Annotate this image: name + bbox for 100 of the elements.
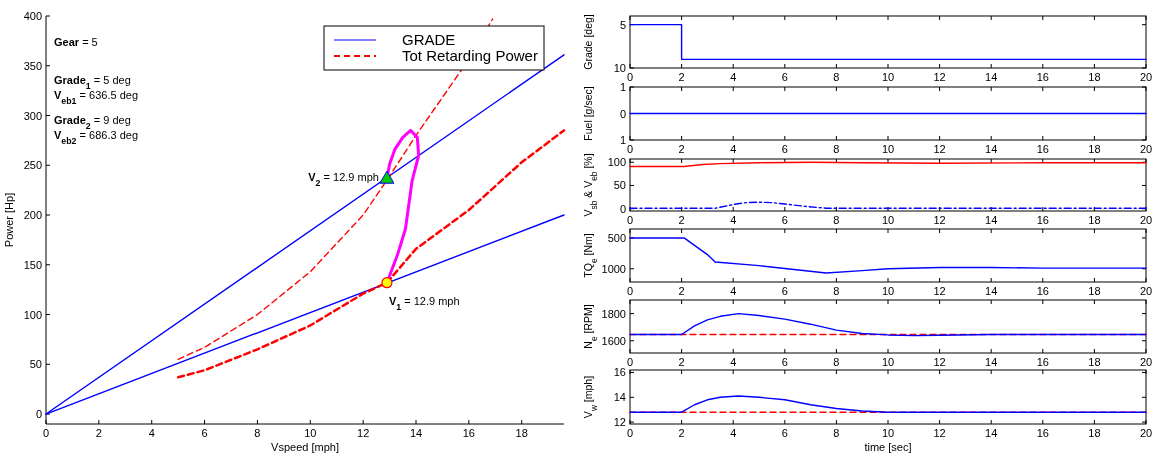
x-tick-label: 12 [933, 214, 946, 226]
x-tick-label: 6 [781, 285, 788, 297]
x-tick-label: 14 [985, 143, 998, 155]
x-tick-label: 18 [1088, 427, 1101, 439]
x-tick-label: 6 [781, 214, 788, 226]
y-tick-label: 10 [613, 62, 626, 74]
annotation: V$_{eb2}$ = 686.3 deg [54, 129, 138, 146]
x-tick-label: 12 [933, 356, 946, 368]
y-axis-title: Power [Hp] [3, 192, 15, 248]
y-tick-label: 12 [613, 416, 626, 429]
x-tick-label: 4 [148, 427, 155, 439]
x-tick-label: 10 [304, 427, 317, 439]
x-tick-label: 14 [985, 214, 998, 226]
x-tick-label: 2 [678, 356, 685, 368]
x-tick-label: 2 [678, 143, 685, 155]
x-tick-label: 4 [730, 71, 737, 83]
x-axis-title: Vspeed [mph] [271, 441, 339, 453]
x-tick-label: 6 [781, 71, 788, 83]
x-tick-label: 8 [833, 356, 840, 368]
x-tick-label: 18 [1088, 214, 1101, 226]
annotation: V$_{1}$ = 12.9 mph [388, 294, 460, 312]
x-tick-label: 14 [409, 427, 423, 439]
x-tick-label: 6 [201, 427, 208, 439]
y-tick-label: 100 [23, 308, 42, 321]
y-tick-label: 400 [23, 10, 42, 22]
x-tick-label: 10 [881, 285, 895, 297]
y-tick-label: 500 [607, 231, 626, 244]
x-tick-label: 20 [1139, 285, 1153, 297]
x-tick-label: 4 [730, 356, 737, 368]
x-tick-label: 16 [1036, 143, 1049, 155]
x-tick-label: 10 [881, 427, 895, 439]
x-tick-label: 12 [357, 427, 370, 439]
x-tick-label: 20 [1139, 427, 1153, 439]
x-tick-label: 4 [730, 143, 737, 155]
y-tick-label: 0 [619, 202, 626, 215]
x-tick-label: 16 [462, 427, 475, 439]
legend-label: Tot Retarding Power [402, 47, 538, 64]
x-tick-label: 2 [678, 71, 685, 83]
x-tick-label: 18 [1088, 143, 1101, 155]
x-tick-label: 10 [881, 356, 895, 368]
x-tick-label: 12 [933, 427, 946, 439]
y-tick-label: 200 [23, 209, 42, 222]
x-tick-label: 6 [781, 143, 788, 155]
y-tick-label: 14 [613, 391, 626, 404]
x-tick-label: 18 [1088, 71, 1101, 83]
x-tick-label: 10 [881, 214, 895, 226]
x-tick-label: 4 [730, 285, 737, 297]
y-tick-label: 1 [619, 81, 626, 93]
x-tick-label: 2 [678, 285, 685, 297]
x-tick-label: 20 [1139, 214, 1153, 226]
x-tick-label: 4 [730, 427, 737, 439]
x-tick-label: 18 [1088, 285, 1101, 297]
y-tick-label: 150 [23, 258, 42, 271]
x-tick-label: 8 [833, 427, 840, 439]
annotation: Grade$_{1}$ = 5 deg [54, 74, 131, 91]
x-tick-label: 12 [933, 285, 946, 297]
y-tick-label: 50 [613, 179, 626, 192]
x-tick-label: 0 [42, 427, 50, 439]
x-tick-label: 8 [833, 214, 840, 226]
x-tick-label: 4 [730, 214, 737, 226]
x-tick-label: 6 [781, 356, 788, 368]
annotation: V$_{2}$ = 12.9 mph [308, 171, 379, 189]
y-tick-label: 5 [619, 18, 626, 31]
x-tick-label: 12 [933, 143, 946, 155]
y-tick-label: 1 [619, 134, 626, 146]
x-tick-label: 18 [1088, 356, 1101, 368]
x-tick-label: 2 [678, 214, 685, 226]
x-tick-label: 8 [833, 143, 840, 155]
annotation: Grade$_{2}$ = 9 deg [54, 114, 131, 131]
x-tick-label: 16 [1036, 427, 1049, 439]
y-tick-label: 1000 [601, 262, 626, 275]
y-tick-label: 16 [613, 366, 626, 379]
x-tick-label: 14 [985, 356, 998, 368]
y-axis-title: Grade [deg] [582, 14, 594, 70]
y-tick-label: 0 [619, 107, 626, 120]
x-tick-label: 16 [1036, 285, 1049, 297]
x-tick-label: 8 [254, 427, 261, 439]
y-tick-label: 350 [23, 59, 42, 72]
y-tick-label: 1800 [601, 307, 626, 320]
x-tick-label: 16 [1036, 71, 1049, 83]
x-tick-label: 10 [881, 71, 895, 83]
y-tick-label: 300 [23, 109, 42, 122]
x-tick-label: 16 [1036, 356, 1049, 368]
x-tick-label: 8 [833, 285, 840, 297]
annotation: V$_{eb1}$ = 636.5 deg [54, 89, 138, 106]
x-tick-label: 20 [1139, 71, 1153, 83]
x-tick-label: 12 [933, 71, 946, 83]
x-tick-label: 14 [985, 427, 998, 439]
x-tick-label: 6 [781, 427, 788, 439]
x-tick-label: 20 [1139, 356, 1153, 368]
x-tick-label: 20 [1139, 143, 1153, 155]
y-tick-label: 100 [607, 156, 626, 169]
y-tick-label: 0 [35, 408, 42, 421]
y-tick-label: 1600 [601, 334, 626, 347]
annotation: Gear = 5 [54, 36, 98, 48]
x-tick-label: 10 [881, 143, 895, 155]
x-tick-label: 14 [985, 71, 998, 83]
x-axis-title: time [sec] [864, 441, 912, 453]
x-tick-label: 2 [95, 427, 102, 439]
y-axis-title: Fuel [g/sec] [582, 86, 594, 141]
